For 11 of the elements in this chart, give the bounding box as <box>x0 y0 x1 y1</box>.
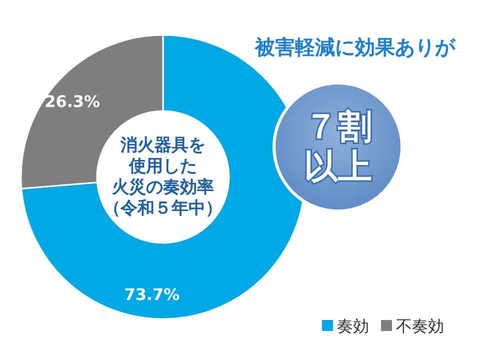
text: 被害軽減に効果ありが <box>254 35 456 59</box>
legend-label: 不奏効 <box>396 316 444 336</box>
text: （令和５年中） <box>104 198 222 218</box>
text: ７割 <box>304 107 372 147</box>
text: 以上 <box>304 147 372 187</box>
data-label: 73.7% <box>124 284 180 304</box>
text: 消火器具を <box>120 136 206 156</box>
text: 火災の奏効率 <box>112 178 214 198</box>
legend-label: 奏効 <box>337 316 369 336</box>
data-label: 26.3% <box>44 92 100 111</box>
text: 使用した <box>128 156 197 176</box>
